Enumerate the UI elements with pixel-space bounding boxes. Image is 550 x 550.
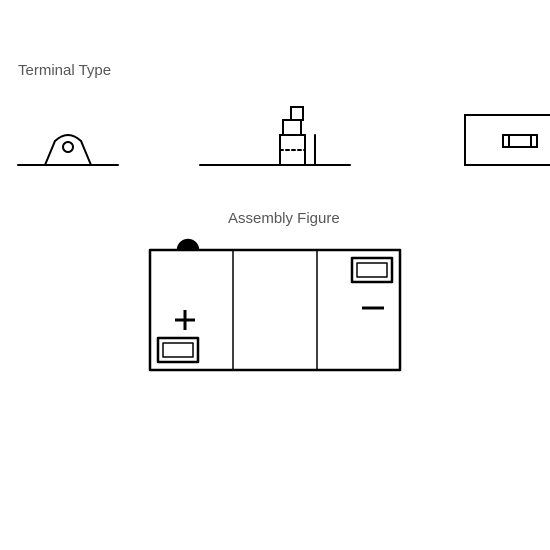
terminal-type-lug-icon (10, 95, 130, 175)
assembly-figure-diagram (130, 230, 430, 400)
assembly-figure-label: Assembly Figure (228, 210, 340, 227)
terminal-type-bolt-icon (195, 85, 355, 175)
terminal-type-label: Terminal Type (18, 62, 111, 79)
terminal-type-slot-icon (455, 95, 550, 175)
